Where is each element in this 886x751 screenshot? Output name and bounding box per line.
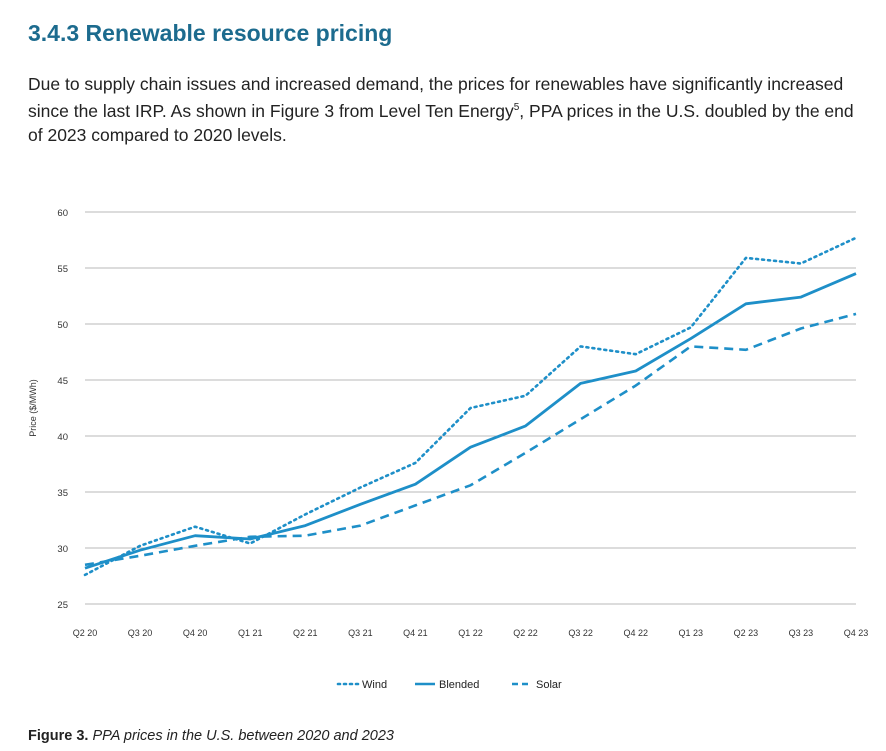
x-tick-label: Q2 20	[73, 628, 98, 638]
x-tick-label: Q2 23	[734, 628, 759, 638]
legend-label-wind: Wind	[362, 679, 387, 691]
y-tick-label: 25	[57, 600, 68, 611]
x-tick-label: Q3 20	[128, 628, 153, 638]
legend-label-blended: Blended	[439, 679, 479, 691]
section-title: 3.4.3 Renewable resource pricing	[28, 20, 393, 46]
x-tick-label: Q4 21	[403, 628, 428, 638]
x-tick-label: Q2 22	[513, 628, 538, 638]
y-tick-label: 45	[57, 376, 68, 387]
x-tick-label: Q1 23	[679, 628, 704, 638]
x-tick-labels: Q2 20 Q3 20 Q4 20 Q1 21 Q2 21 Q3 21 Q4 21 Q1 22…	[73, 628, 869, 638]
y-tick-label: 50	[57, 320, 68, 331]
legend-label-solar: Solar	[536, 679, 562, 691]
x-tick-label: Q4 20	[183, 628, 208, 638]
intro-text-after: , PPA prices in the U.S. doubled by the …	[28, 100, 854, 145]
y-tick-label: 55	[57, 264, 68, 275]
x-tick-label: Q1 22	[458, 628, 483, 638]
y-tick-label: 35	[57, 488, 68, 499]
series-line-blended	[84, 272, 857, 570]
y-tick-label: 40	[57, 432, 68, 443]
x-tick-label: Q3 22	[568, 628, 593, 638]
series-line-solar	[84, 312, 857, 567]
series-line-wind	[83, 236, 858, 577]
series-layer	[83, 236, 858, 577]
footnote-marker: 5	[513, 102, 520, 113]
grid-layer	[85, 211, 856, 605]
legend: Wind Blended Solar	[336, 679, 562, 691]
figure-caption: Figure 3. PPA prices in the U.S. between…	[28, 728, 394, 744]
x-tick-label: Q1 21	[238, 628, 263, 638]
y-tick-labels: 25 30 35 40 45 50 55 60	[57, 208, 68, 611]
x-tick-label: Q3 21	[348, 628, 373, 638]
y-tick-label: 30	[57, 544, 68, 555]
y-tick-label: 60	[57, 208, 68, 219]
x-tick-label: Q3 23	[789, 628, 814, 638]
figure-caption-label: Figure 3.	[28, 728, 89, 744]
y-axis-label: Price ($/MWh)	[28, 379, 38, 437]
x-tick-label: Q2 21	[293, 628, 318, 638]
x-tick-label: Q4 23	[844, 628, 869, 638]
intro-text-before: Due to supply chain issues and increased…	[28, 74, 844, 121]
x-tick-label: Q4 22	[623, 628, 648, 638]
intro-paragraph: Due to supply chain issues and increased…	[28, 72, 858, 147]
figure-caption-text: PPA prices in the U.S. between 2020 and …	[92, 728, 394, 744]
